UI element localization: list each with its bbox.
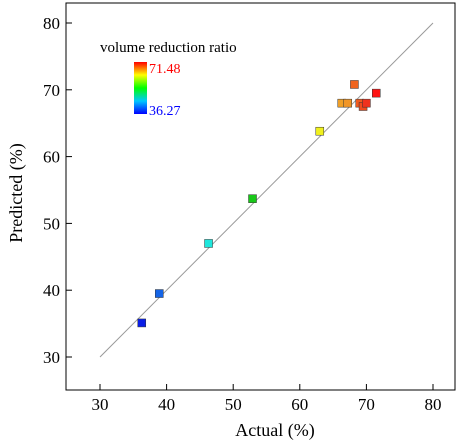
- x-tick-label: 60: [291, 395, 308, 414]
- reference-line: [99, 22, 434, 358]
- y-tick-label: 50: [43, 214, 60, 233]
- data-point: [350, 80, 359, 89]
- plot-frame: [65, 2, 456, 391]
- data-points: [137, 80, 381, 328]
- data-point: [372, 88, 381, 98]
- y-tick-label: 80: [43, 14, 60, 33]
- data-point: [137, 318, 147, 328]
- colorbar-min-label: 36.27: [149, 104, 181, 119]
- x-axis-label: Actual (%): [235, 420, 314, 441]
- legend-title: volume reduction ratio: [100, 40, 237, 56]
- x-tick-label: 40: [158, 395, 175, 414]
- x-tick-label: 30: [92, 395, 109, 414]
- colorbar: [134, 62, 147, 114]
- y-tick-label: 70: [43, 81, 60, 100]
- y-axis-label: Predicted (%): [6, 143, 27, 242]
- x-tick-label: 80: [425, 395, 442, 414]
- data-point: [343, 98, 353, 108]
- y-tick-label: 40: [43, 281, 60, 300]
- x-tick-label: 70: [358, 395, 375, 414]
- y-tick-label: 60: [43, 148, 60, 167]
- colorbar-max-label: 71.48: [149, 62, 181, 77]
- x-axis-ticks: 30 40 50 60 70 80: [92, 384, 442, 414]
- data-point: [204, 239, 213, 248]
- data-point: [155, 289, 164, 298]
- y-axis-ticks: 30 40 50 60 70 80: [43, 14, 72, 367]
- color-legend: volume reduction ratio 71.48 36.27: [100, 40, 237, 119]
- x-tick-label: 50: [225, 395, 242, 414]
- y-tick-label: 30: [43, 348, 60, 367]
- data-point: [248, 194, 257, 203]
- data-point: [315, 126, 325, 136]
- data-point: [362, 98, 371, 108]
